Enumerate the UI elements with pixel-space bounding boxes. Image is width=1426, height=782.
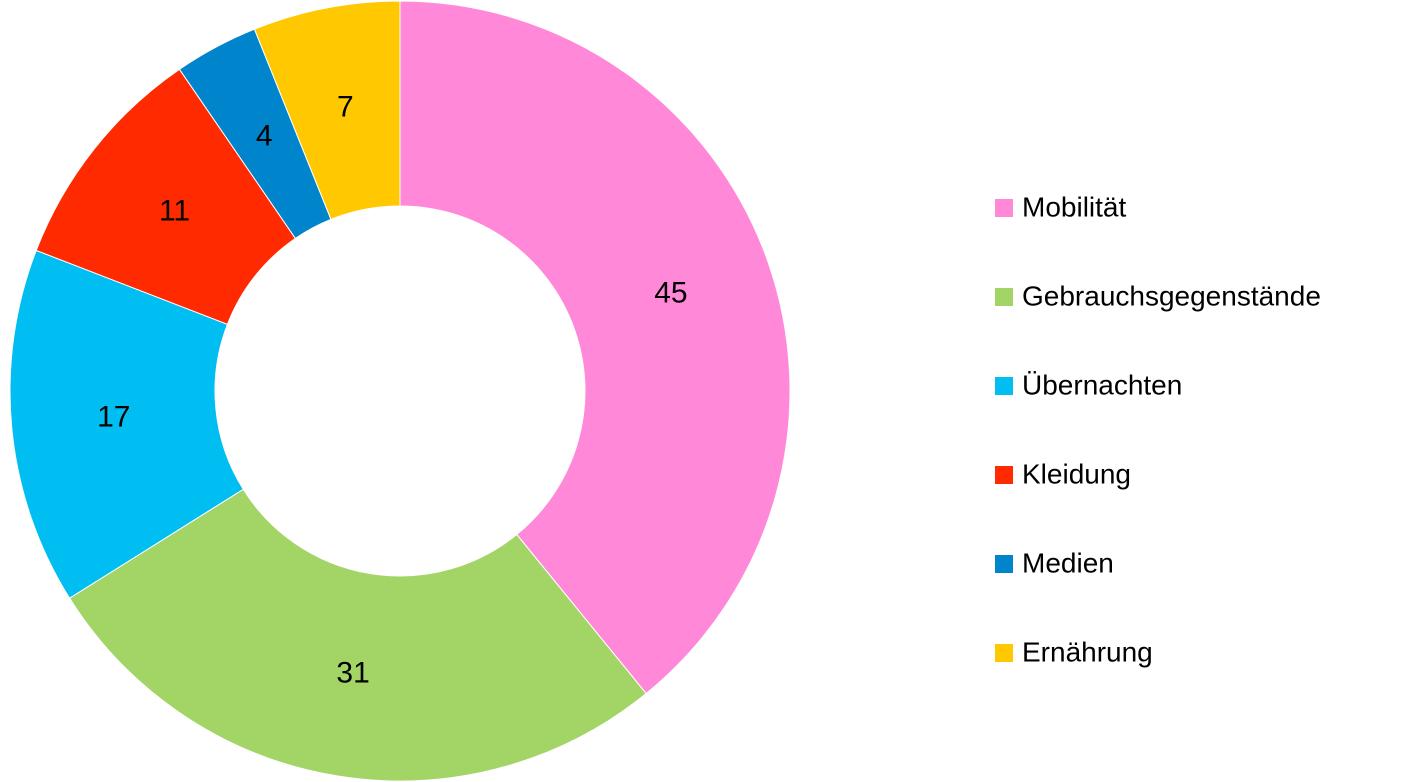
legend-label: Gebrauchsgegenstände (1022, 280, 1321, 311)
legend-label: Übernachten (1022, 369, 1182, 400)
legend-swatch (995, 377, 1013, 395)
donut-slice (9, 249, 244, 599)
legend-swatch (995, 466, 1013, 484)
donut-slice (399, 0, 791, 695)
value-label: 31 (336, 657, 369, 690)
legend-swatch (995, 288, 1013, 306)
donut-slice (253, 0, 401, 221)
legend-label: Mobilität (1022, 191, 1126, 222)
value-label: 7 (337, 91, 354, 124)
legend-swatch (995, 199, 1013, 217)
value-label: 45 (654, 277, 687, 310)
legend-label: Medien (1022, 547, 1114, 578)
legend-swatch (995, 555, 1013, 573)
donut-slice (68, 488, 647, 782)
value-label: 4 (256, 119, 273, 152)
value-label: 11 (159, 195, 190, 228)
legend-swatch (995, 644, 1013, 662)
donut-slice (35, 68, 297, 325)
legend-label: Ernährung (1022, 636, 1153, 667)
legend-label: Kleidung (1022, 458, 1131, 489)
value-label: 17 (97, 400, 130, 433)
